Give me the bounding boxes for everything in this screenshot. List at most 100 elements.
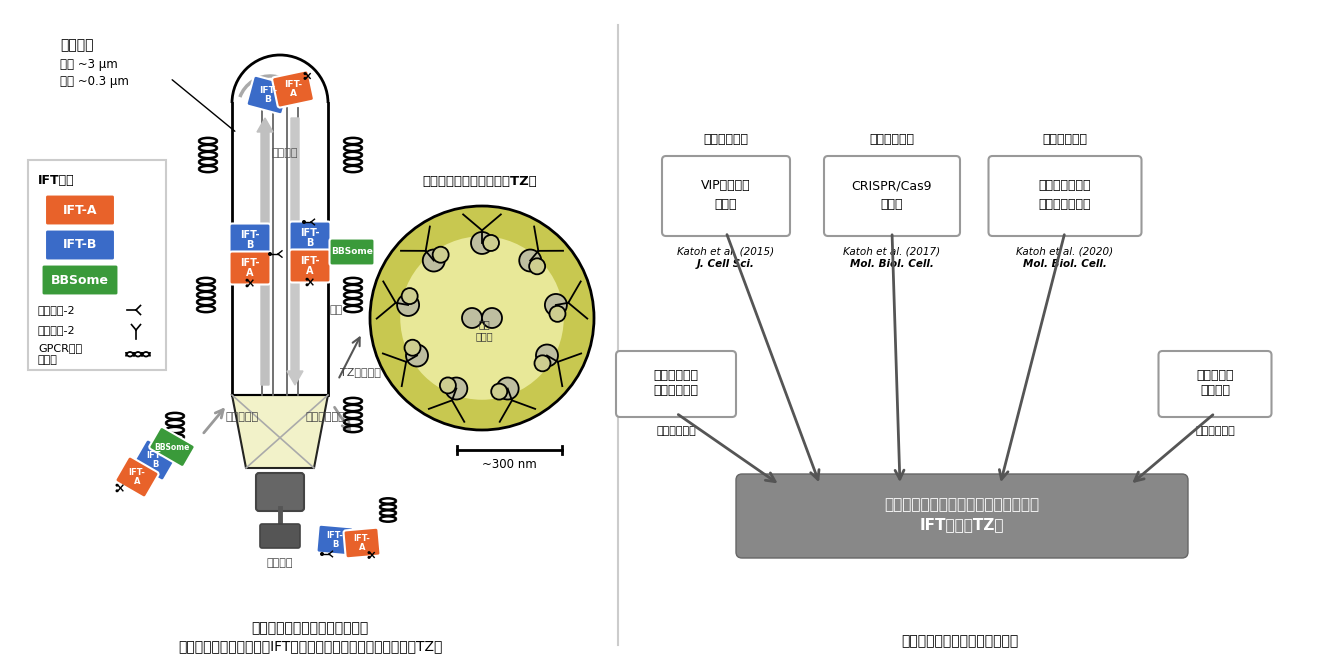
Text: IFT-
B: IFT- B <box>146 451 163 469</box>
Text: 逆行輸送: 逆行輸送 <box>240 233 250 257</box>
Circle shape <box>491 384 507 400</box>
Circle shape <box>116 489 119 492</box>
Circle shape <box>535 355 551 371</box>
FancyArrow shape <box>257 118 273 385</box>
Circle shape <box>406 344 428 366</box>
Text: クライオ: クライオ <box>1200 384 1230 398</box>
Text: Katoh et al. (2017): Katoh et al. (2017) <box>843 246 940 256</box>
Circle shape <box>536 344 558 366</box>
Circle shape <box>245 279 249 282</box>
FancyBboxPatch shape <box>616 351 736 417</box>
Text: 本領域の技術: 本領域の技術 <box>1195 426 1235 436</box>
Text: BBSome: BBSome <box>154 442 190 452</box>
Text: IFT-
A: IFT- A <box>240 257 259 279</box>
Circle shape <box>370 206 594 430</box>
Circle shape <box>471 232 493 254</box>
FancyBboxPatch shape <box>259 524 300 548</box>
FancyBboxPatch shape <box>1159 351 1271 417</box>
FancyBboxPatch shape <box>229 223 270 257</box>
Circle shape <box>433 247 449 263</box>
Text: ~300 nm: ~300 nm <box>482 458 537 471</box>
Circle shape <box>423 249 445 271</box>
Text: イメージング: イメージング <box>653 369 698 382</box>
FancyBboxPatch shape <box>736 474 1188 558</box>
Circle shape <box>482 308 502 328</box>
Text: IFT-B: IFT-B <box>63 239 97 251</box>
Circle shape <box>267 252 273 256</box>
Circle shape <box>302 220 306 224</box>
Text: キネシン-2: キネシン-2 <box>38 305 75 315</box>
Text: BBSome: BBSome <box>331 247 373 257</box>
Text: インポート: インポート <box>225 412 258 422</box>
Text: トランジションゾーン（TZ）: トランジションゾーン（TZ） <box>421 175 537 188</box>
Circle shape <box>367 556 370 559</box>
Circle shape <box>483 235 499 251</box>
Text: メゾスケール構造と機能の相関を解明: メゾスケール構造と機能の相関を解明 <box>885 497 1039 512</box>
Circle shape <box>306 283 308 287</box>
Text: IFT-
A: IFT- A <box>300 255 320 277</box>
Text: BBSome: BBSome <box>51 273 109 287</box>
Text: よる超解像観察: よる超解像観察 <box>1039 180 1092 192</box>
Text: の積荷: の積荷 <box>38 355 58 365</box>
FancyBboxPatch shape <box>45 229 115 261</box>
Text: IFT-
A: IFT- A <box>129 467 145 486</box>
Text: IFT-
A: IFT- A <box>353 533 370 553</box>
Text: IFT-
B: IFT- B <box>259 86 277 104</box>
Text: Mol. Biol. Cell.: Mol. Biol. Cell. <box>849 259 934 269</box>
Text: 方向転換: 方向転換 <box>271 148 298 158</box>
Circle shape <box>440 378 456 394</box>
Text: 本領域の技術: 本領域の技術 <box>656 426 695 436</box>
Text: IFT-
A: IFT- A <box>284 80 302 98</box>
Circle shape <box>306 278 308 281</box>
FancyBboxPatch shape <box>28 160 166 370</box>
Circle shape <box>116 483 119 487</box>
FancyBboxPatch shape <box>329 239 374 265</box>
Text: Mol. Biol. Cell.: Mol. Biol. Cell. <box>1023 259 1106 269</box>
FancyBboxPatch shape <box>133 440 176 481</box>
Text: 網羅的: 網羅的 <box>715 198 738 211</box>
Text: 繊毛内タンパク質輸送（IFT）装置とトランジションゾーン（TZ）: 繊毛内タンパク質輸送（IFT）装置とトランジションゾーン（TZ） <box>178 639 443 653</box>
Text: 太さ ~0.3 μm: 太さ ~0.3 μm <box>61 75 129 88</box>
Text: 本研究で用いる計測・解析技術: 本研究で用いる計測・解析技術 <box>901 634 1018 648</box>
Text: J. Cell Sci.: J. Cell Sci. <box>697 259 755 269</box>
Text: IFT-
B: IFT- B <box>300 227 320 249</box>
Circle shape <box>529 258 545 274</box>
Text: 基底小体: 基底小体 <box>267 558 294 568</box>
Text: 軸糸
微小管: 軸糸 微小管 <box>475 319 493 341</box>
Text: TZの横断面: TZの横断面 <box>340 367 381 377</box>
Text: IFT装置とTZの: IFT装置とTZの <box>919 517 1005 532</box>
Bar <box>232 103 328 395</box>
Text: IFT-A: IFT-A <box>63 203 97 217</box>
Text: 膨張顕微鏡法に: 膨張顕微鏡法に <box>1039 198 1092 211</box>
FancyBboxPatch shape <box>316 525 353 555</box>
FancyBboxPatch shape <box>246 76 290 114</box>
Text: ダイニン-2: ダイニン-2 <box>38 325 75 335</box>
Text: 本研究で対象とするメゾ複合体: 本研究で対象とするメゾ複合体 <box>252 621 369 635</box>
FancyBboxPatch shape <box>45 194 115 225</box>
Circle shape <box>303 77 307 80</box>
Polygon shape <box>232 395 328 468</box>
FancyBboxPatch shape <box>255 473 304 511</box>
Text: IFT装置: IFT装置 <box>38 174 75 187</box>
Text: 一次繊毛: 一次繊毛 <box>61 38 94 52</box>
FancyBboxPatch shape <box>149 427 195 467</box>
Circle shape <box>398 294 419 316</box>
Text: Katoh et al. (2015): Katoh et al. (2015) <box>677 246 774 256</box>
Circle shape <box>402 288 417 304</box>
FancyBboxPatch shape <box>989 156 1142 236</box>
Text: 生化学的方法: 生化学的方法 <box>703 133 748 146</box>
Text: GPCRなど: GPCRなど <box>38 343 82 353</box>
FancyBboxPatch shape <box>116 456 158 497</box>
Circle shape <box>519 249 541 271</box>
Text: 順行輸送: 順行輸送 <box>309 233 320 257</box>
Text: IFT-
B: IFT- B <box>327 531 344 549</box>
Text: 遺伝学的方法: 遺伝学的方法 <box>869 133 914 146</box>
Text: 形態学的方法: 形態学的方法 <box>1043 133 1088 146</box>
Circle shape <box>497 378 519 400</box>
Circle shape <box>545 294 566 316</box>
FancyBboxPatch shape <box>229 251 270 285</box>
Circle shape <box>404 340 420 356</box>
Circle shape <box>400 236 564 400</box>
Text: 軸糸: 軸糸 <box>331 305 344 315</box>
Text: 改良型: 改良型 <box>881 198 903 211</box>
